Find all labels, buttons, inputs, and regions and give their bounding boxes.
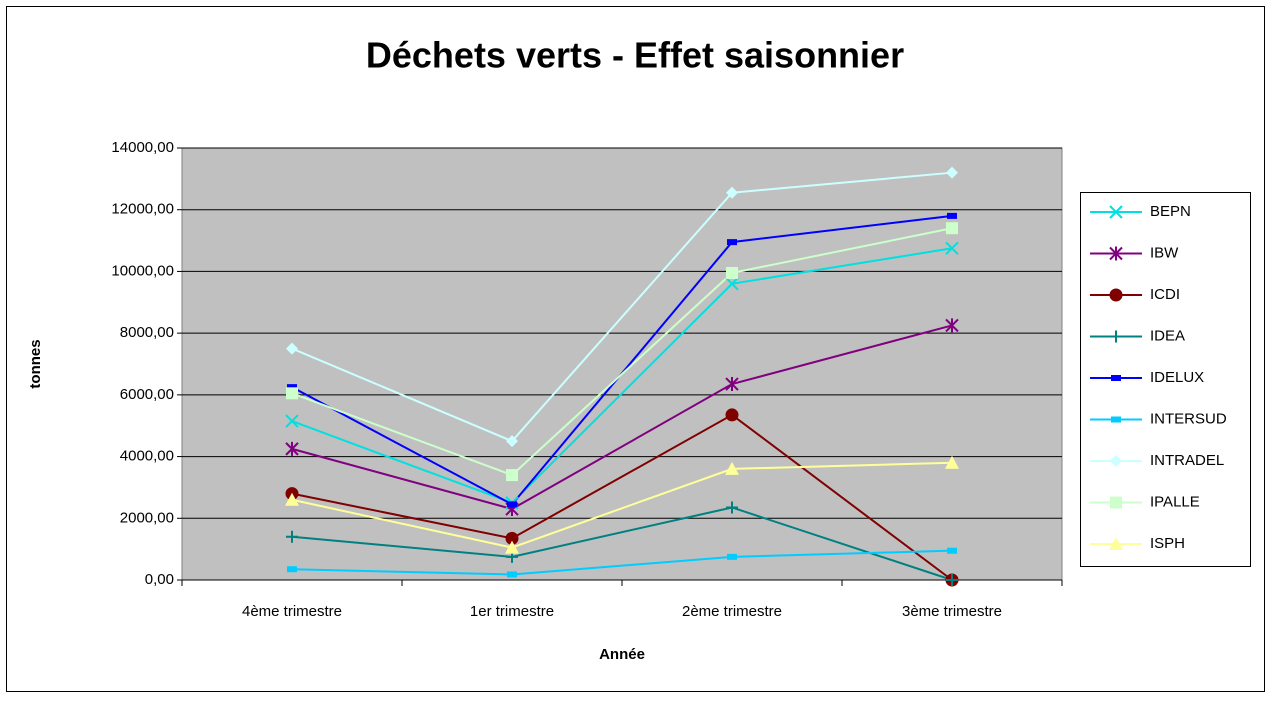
y-tick-label: 0,00 xyxy=(145,571,174,588)
legend-label: IDEA xyxy=(1150,327,1185,344)
y-tick-label: 12000,00 xyxy=(111,201,174,218)
legend-label: INTRADEL xyxy=(1150,452,1224,469)
marker xyxy=(287,384,297,391)
marker xyxy=(286,530,298,543)
marker xyxy=(1110,330,1122,343)
y-tick-label: 2000,00 xyxy=(120,509,174,526)
marker xyxy=(945,455,959,469)
marker xyxy=(507,571,517,578)
x-tick-label: 3ème trimestre xyxy=(902,603,1002,620)
marker xyxy=(1109,205,1123,219)
marker xyxy=(1109,537,1123,550)
marker xyxy=(285,441,299,456)
legend-label: IBW xyxy=(1150,244,1179,261)
marker xyxy=(945,241,959,255)
y-tick-label: 10000,00 xyxy=(111,262,174,279)
series-line xyxy=(291,549,953,576)
x-axis-label: Année xyxy=(599,646,645,663)
marker xyxy=(506,469,518,482)
marker xyxy=(1109,288,1123,302)
marker xyxy=(725,377,739,392)
marker xyxy=(725,277,739,291)
series-line xyxy=(291,227,953,477)
legend-label: IDELUX xyxy=(1150,369,1204,386)
x-tick-label: 2ème trimestre xyxy=(682,603,782,620)
marker xyxy=(725,461,739,475)
marker xyxy=(947,212,957,219)
marker xyxy=(946,222,958,235)
marker xyxy=(287,566,297,573)
plot-area xyxy=(181,147,1063,581)
legend-label: INTERSUD xyxy=(1150,410,1227,427)
series-line xyxy=(291,413,953,581)
marker xyxy=(285,414,299,428)
marker xyxy=(727,239,737,246)
marker xyxy=(286,342,298,355)
y-tick-label: 8000,00 xyxy=(120,324,174,341)
legend-label: IPALLE xyxy=(1150,493,1200,510)
marker xyxy=(286,387,298,400)
chart-title: Déchets verts - Effet saisonnier xyxy=(366,35,904,76)
marker xyxy=(726,501,738,514)
marker xyxy=(727,553,737,560)
marker xyxy=(947,547,957,554)
series-line xyxy=(291,506,953,581)
marker xyxy=(945,318,959,333)
marker xyxy=(507,501,517,508)
series-line xyxy=(291,461,953,549)
marker xyxy=(505,540,519,554)
marker xyxy=(1110,496,1122,509)
y-tick-label: 6000,00 xyxy=(120,386,174,403)
y-tick-label: 4000,00 xyxy=(120,448,174,465)
marker xyxy=(1111,416,1121,423)
y-axis-label: tonnes xyxy=(27,339,44,388)
y-tick-label: 14000,00 xyxy=(111,139,174,156)
marker xyxy=(726,266,738,279)
legend-label: ICDI xyxy=(1150,286,1180,303)
series-line xyxy=(291,247,953,505)
legend-label: ISPH xyxy=(1150,535,1185,552)
marker xyxy=(946,166,958,179)
legend-label: BEPN xyxy=(1150,203,1191,220)
marker xyxy=(725,408,739,422)
marker xyxy=(1111,375,1121,381)
marker xyxy=(1109,246,1123,261)
series-line xyxy=(291,324,953,511)
marker xyxy=(946,574,958,586)
marker xyxy=(506,435,518,448)
x-tick-label: 1er trimestre xyxy=(470,603,554,620)
marker xyxy=(726,186,738,199)
marker xyxy=(1110,455,1122,467)
x-tick-label: 4ème trimestre xyxy=(242,603,342,620)
legend xyxy=(1080,192,1251,567)
marker xyxy=(285,492,299,506)
series-line xyxy=(291,171,953,443)
